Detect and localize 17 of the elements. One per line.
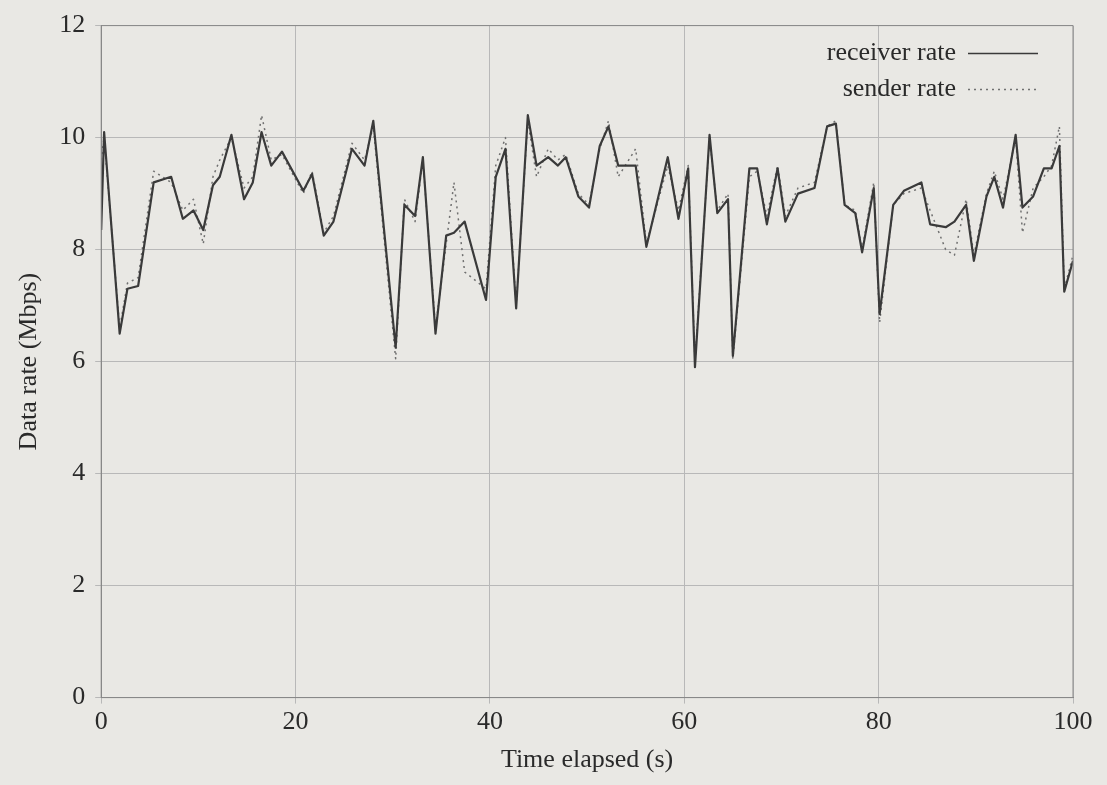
x-tick-label: 20 — [282, 706, 309, 736]
legend-label: sender rate — [842, 73, 956, 103]
y-tick-label: 8 — [72, 233, 86, 263]
y-tick-label: 6 — [72, 345, 86, 375]
x-tick-label: 60 — [671, 706, 698, 736]
x-tick-label: 0 — [94, 706, 108, 736]
x-tick-label: 80 — [865, 706, 892, 736]
y-tick-label: 10 — [59, 121, 86, 151]
x-axis-title: Time elapsed (s) — [500, 744, 674, 774]
x-tick-label: 100 — [1053, 706, 1093, 736]
x-tick-label: 40 — [476, 706, 503, 736]
y-tick-label: 2 — [72, 569, 86, 599]
y-tick-label: 12 — [59, 9, 86, 39]
y-axis-title: Data rate (Mbps) — [13, 272, 43, 451]
y-tick-label: 4 — [72, 457, 86, 487]
legend-label: receiver rate — [826, 37, 956, 67]
y-tick-label: 0 — [72, 681, 86, 711]
